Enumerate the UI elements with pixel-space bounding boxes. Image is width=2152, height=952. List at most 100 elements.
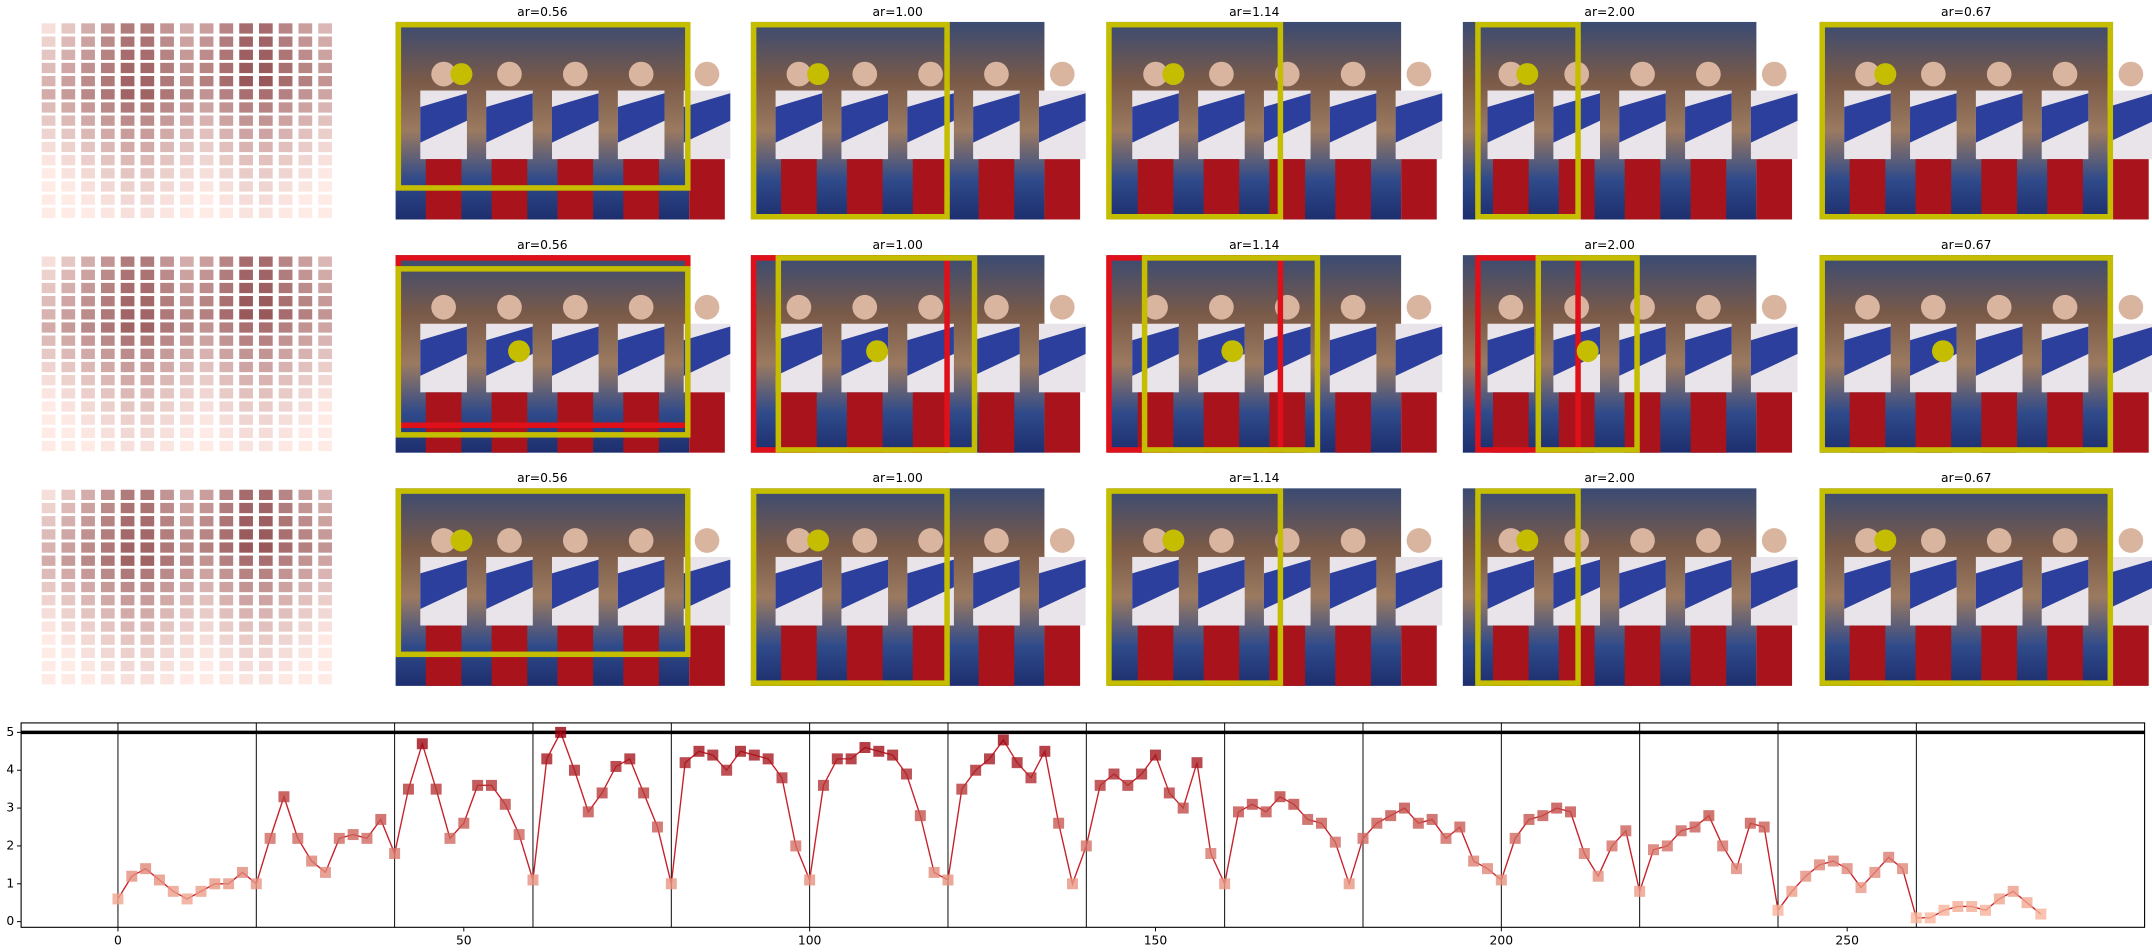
heatmap-cell [239,36,253,47]
marker [1675,825,1687,837]
marker [845,753,857,765]
heatmap-cell [258,75,273,87]
head [1143,528,1168,553]
heatmap-cell [298,128,313,139]
head [1986,528,2012,553]
heatmap-cell [239,282,253,294]
legs [781,625,817,686]
heatmap-cell [140,489,155,501]
heatmap-cell [160,542,174,553]
heatmap-cell [100,269,115,280]
legs [846,392,883,453]
heatmap-cell [81,128,95,139]
heatmap-cell [278,115,293,126]
heatmap-cell [179,361,194,373]
marker [2021,897,2033,909]
marker [1066,878,1078,890]
heatmap-cell [41,401,56,412]
marker [1219,878,1231,890]
heatmap-cell [199,660,214,672]
heatmap-cell [41,529,56,540]
heatmap-cell [278,529,293,540]
legs [1269,392,1306,453]
sash [1038,326,1086,376]
heatmap-cell [81,361,95,373]
heatmap-cell [318,36,332,47]
heatmap-cell [61,375,76,386]
marker [942,874,954,886]
heatmap-cell [140,89,155,100]
heatmap-cell [318,256,332,267]
sash [1263,93,1311,143]
heatmap-cell [179,348,194,359]
heatmap-cell [258,674,273,685]
marker [1758,821,1770,833]
heatmap-cell [120,115,135,126]
heatmap-cell [120,440,135,452]
heatmap-cell [61,647,76,659]
heatmap-cell [278,361,293,373]
heatmap-cell [278,322,293,333]
marker [1592,870,1604,882]
heatmap-cell [100,181,115,192]
head [786,61,812,87]
head [1143,294,1168,320]
sash [1685,326,1732,376]
marker [1011,757,1023,769]
heatmap-cell [100,427,115,439]
marker [1080,840,1092,852]
marker [402,783,414,795]
marker [292,832,304,844]
heatmap-cell [100,634,115,645]
sash [1487,559,1535,610]
heatmap-cell [219,674,234,685]
heatmap-cell [179,621,194,632]
heatmap-cell [120,49,135,60]
heatmap-cell [278,542,293,553]
marker [513,829,525,841]
heatmap-cell [219,621,234,632]
sash [2041,93,2089,143]
heatmap-cell [61,581,76,593]
heatmap-cell [278,141,293,153]
heatmap-cell [100,660,115,672]
head [1049,294,1075,320]
heatmap-cell [41,128,56,139]
heatmap-cell [239,621,253,632]
heatmap-cell [100,375,115,386]
heatmap-cell [278,155,293,166]
heatmap-cell [179,75,194,87]
heatmap-cell [160,634,174,645]
legs [1981,392,2018,453]
heatmap-cell [199,388,214,399]
heatmap-cell [120,401,135,412]
heatmap-cell [219,194,234,205]
heatmap-cell [278,375,293,386]
heatmap-cell [239,269,253,280]
heatmap-cell [239,102,253,113]
heatmap-cell [239,634,253,645]
heatmap-cell [81,529,95,540]
heatmap-cell [179,542,194,553]
heatmap-cell [278,595,293,606]
heatmap-cell [100,23,115,34]
legs [689,159,725,220]
heatmap-cell [239,194,253,205]
heatmap-cell [100,296,115,307]
panel-title: ar=2.00 [1584,238,1635,252]
legs [1203,625,1240,686]
heatmap-cell [61,440,76,452]
head [1761,294,1787,320]
heatmap-cell [219,529,234,540]
heatmap-cell [100,401,115,412]
point-marker [1576,340,1599,363]
heatmap-cell [318,621,332,632]
sash [841,93,889,143]
heatmap-cell [81,427,95,439]
sash [617,326,665,376]
heatmap-cell [199,309,214,320]
legs [2047,159,2083,220]
head [562,294,588,320]
heatmap-cell [258,414,273,425]
heatmap-cell [318,542,332,553]
